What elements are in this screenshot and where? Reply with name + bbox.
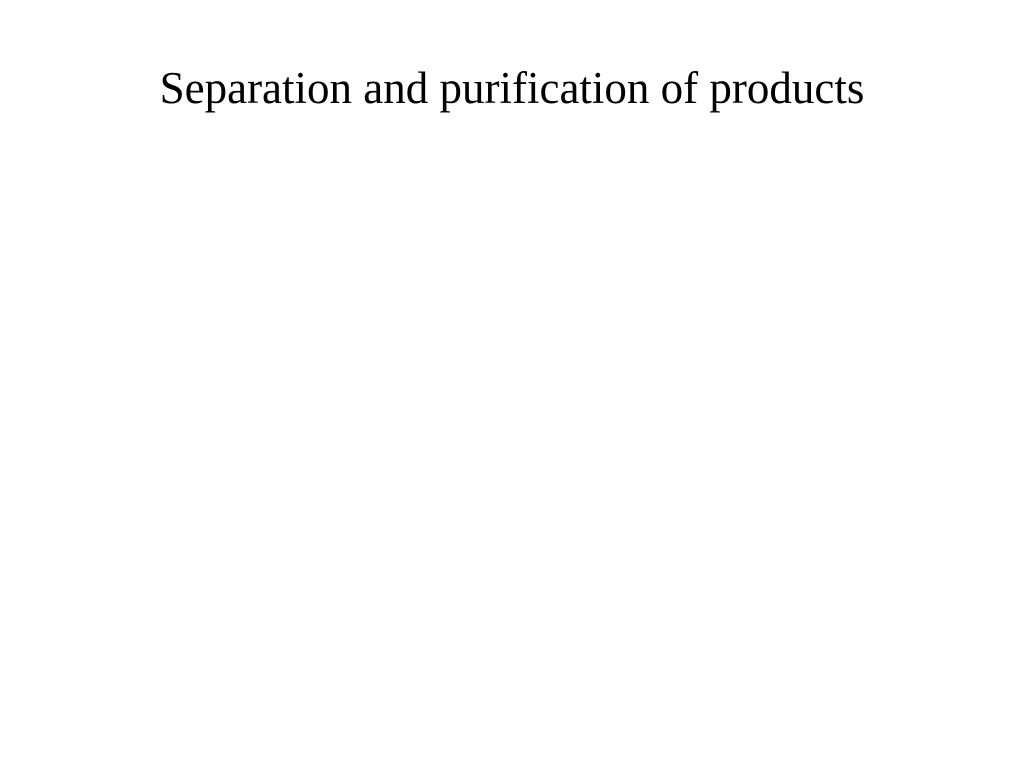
slide-title: Separation and purification of products (0, 62, 1024, 114)
slide-container: Separation and purification of products (0, 0, 1024, 768)
